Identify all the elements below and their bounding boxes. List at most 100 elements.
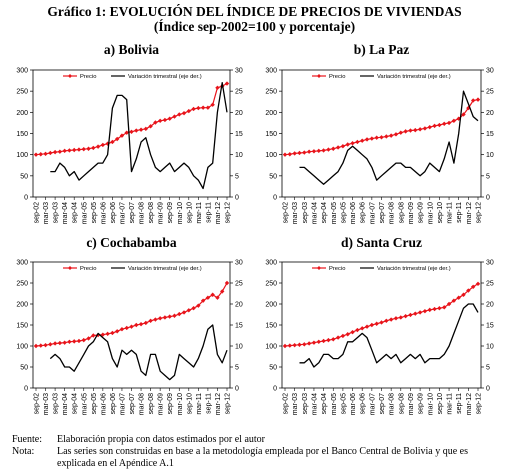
price-point (470, 284, 476, 289)
x-tick-label: mar-12 (215, 393, 222, 415)
x-tick-label: mar-08 (139, 202, 146, 224)
price-point (466, 288, 471, 293)
x-tick-label: mar-09 (158, 393, 165, 415)
left-tick-label: 200 (16, 110, 28, 117)
source-label: Fuente: (12, 434, 42, 445)
x-tick-label: mar-12 (466, 393, 473, 415)
right-tick-label: 5 (235, 173, 239, 180)
price-point (129, 324, 134, 329)
price-point (437, 122, 442, 128)
price-point (91, 145, 96, 151)
price-point (432, 123, 437, 129)
right-tick-label: 10 (486, 344, 494, 351)
left-tick-label: 50 (20, 173, 28, 180)
x-tick-label: sep-09 (418, 202, 425, 224)
price-point (205, 295, 211, 300)
left-tick-label: 150 (265, 131, 277, 138)
price-point (38, 343, 43, 348)
price-point (186, 108, 191, 114)
price-point (181, 310, 187, 315)
x-tick-label: sep-09 (167, 393, 174, 415)
price-line (35, 82, 228, 156)
x-tick-label: sep-06 (110, 393, 117, 415)
right-tick-label: 20 (235, 302, 243, 309)
price-point (413, 311, 418, 316)
x-tick-label: sep-03 (302, 393, 309, 415)
price-point (95, 144, 101, 149)
x-tick-label: sep-04 (72, 202, 79, 224)
x-tick-label: sep-06 (360, 202, 367, 224)
x-tick-label: mar-07 (369, 202, 376, 224)
left-tick-label: 200 (16, 302, 28, 309)
price-point (148, 124, 153, 129)
x-tick-label: sep-06 (360, 393, 367, 415)
price-point (52, 149, 58, 155)
price-point (364, 137, 370, 142)
price-point (138, 321, 144, 327)
left-tick-label: 150 (16, 131, 28, 138)
left-tick-label: 150 (265, 323, 277, 330)
right-tick-label: 15 (486, 131, 494, 138)
price-point (110, 330, 115, 336)
price-point (326, 337, 331, 343)
price-point (470, 98, 476, 103)
x-tick-label: mar-05 (331, 393, 338, 415)
x-tick-label: sep-07 (129, 202, 136, 224)
price-point (331, 337, 336, 342)
legend-price-marker (68, 266, 72, 270)
price-point (408, 128, 413, 133)
price-point (475, 281, 481, 287)
price-point (205, 105, 211, 110)
right-tick-label: 10 (486, 152, 494, 159)
price-point (461, 112, 466, 117)
price-point (340, 144, 346, 149)
price-point (437, 306, 442, 311)
price-point (388, 317, 394, 322)
price-point (76, 338, 82, 344)
price-point (215, 295, 220, 300)
price-point (311, 149, 317, 154)
left-tick-label: 50 (269, 173, 277, 180)
x-tick-label: sep-08 (398, 393, 405, 415)
price-point (345, 142, 350, 147)
x-tick-label: mar-08 (139, 393, 146, 415)
price-point (224, 280, 230, 286)
price-point (167, 314, 172, 319)
x-tick-label: sep-08 (148, 393, 155, 415)
price-point (134, 322, 139, 328)
left-tick-label: 100 (16, 152, 28, 159)
price-point (340, 333, 346, 339)
price-point (48, 342, 53, 347)
x-tick-label: mar-11 (196, 202, 203, 224)
x-tick-label: sep-11 (205, 202, 212, 223)
price-point (282, 152, 288, 157)
x-tick-label: mar-05 (331, 202, 338, 224)
price-point (417, 310, 423, 315)
legend-price-label: Precio (80, 74, 96, 80)
x-tick-label: mar-03 (292, 202, 299, 224)
price-point (177, 311, 182, 317)
price-point (384, 134, 389, 139)
price-point (110, 139, 115, 145)
right-tick-label: 25 (486, 89, 494, 96)
left-tick-label: 100 (265, 152, 277, 159)
price-point (186, 308, 191, 313)
price-point (413, 127, 418, 133)
price-point (287, 343, 293, 348)
left-tick-label: 100 (16, 344, 28, 351)
left-tick-label: 300 (265, 68, 277, 75)
x-tick-label: sep-11 (456, 202, 463, 223)
price-point (52, 341, 58, 346)
price-line (35, 282, 228, 347)
x-tick-label: sep-10 (186, 393, 193, 415)
right-tick-label: 20 (486, 302, 494, 309)
price-point (369, 322, 375, 328)
price-point (196, 105, 201, 111)
price-point (388, 133, 394, 138)
price-point (200, 105, 206, 110)
price-point (326, 147, 331, 152)
x-tick-label: mar-03 (43, 393, 50, 415)
x-tick-label: sep-05 (91, 202, 98, 224)
x-tick-label: sep-08 (148, 202, 155, 224)
price-point (67, 148, 72, 153)
